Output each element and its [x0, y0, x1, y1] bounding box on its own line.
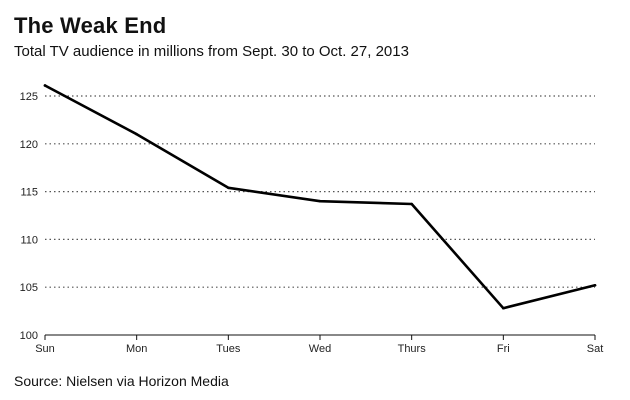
x-tick-label-thurs: Thurs — [398, 343, 427, 355]
chart-subtitle: Total TV audience in millions from Sept.… — [14, 43, 409, 60]
y-tick-label-110: 110 — [20, 234, 38, 246]
y-tick-label-115: 115 — [20, 187, 38, 199]
data-point-wed — [318, 199, 322, 203]
y-tick-label-105: 105 — [20, 282, 38, 294]
x-tick-label-wed: Wed — [309, 343, 331, 355]
x-tick-label-fri: Fri — [497, 343, 510, 355]
data-point-tues — [227, 186, 230, 190]
data-point-mon — [135, 132, 138, 136]
axes — [44, 334, 596, 340]
y-tick-label-100: 100 — [20, 330, 38, 342]
data-point-fri — [502, 306, 505, 310]
series — [43, 84, 597, 310]
x-tick-label-sun: Sun — [35, 343, 55, 355]
data-point-sun — [43, 84, 47, 87]
y-tick-label-125: 125 — [20, 91, 38, 103]
tick-labels: 100 105 110 115 120 125 Sun Mon Tues Wed Thurs Fri S… — [20, 91, 604, 355]
series-line-0 — [43, 84, 597, 310]
x-tick-label-mon: Mon — [126, 343, 147, 355]
data-point-thurs — [410, 202, 413, 206]
source-note: Source: Nielsen via Horizon Media — [14, 373, 229, 389]
y-tick-label-120: 120 — [20, 139, 38, 151]
gridlines — [45, 95, 595, 288]
chart-title: The Weak End — [14, 13, 167, 38]
x-tick-label-tues: Tues — [216, 343, 241, 355]
data-point-sat — [593, 283, 597, 287]
x-tick-label-sat: Sat — [587, 343, 604, 355]
